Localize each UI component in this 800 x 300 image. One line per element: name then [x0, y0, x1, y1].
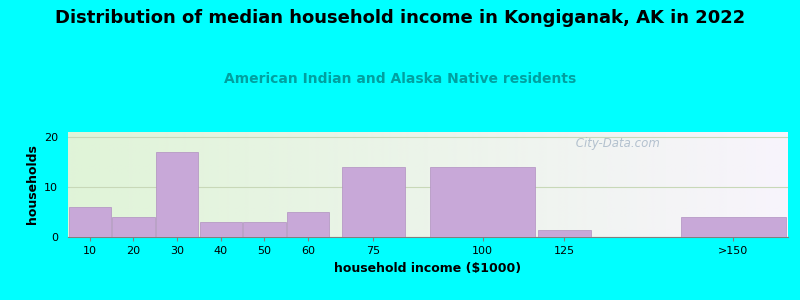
Bar	[243, 222, 286, 237]
Text: Distribution of median household income in Kongiganak, AK in 2022: Distribution of median household income …	[55, 9, 745, 27]
Bar	[430, 167, 535, 237]
Bar	[342, 167, 405, 237]
Bar	[538, 230, 591, 237]
Bar	[156, 152, 198, 237]
Bar	[69, 207, 111, 237]
Bar	[112, 217, 154, 237]
X-axis label: household income ($1000): household income ($1000)	[334, 262, 522, 275]
Bar	[287, 212, 329, 237]
Bar	[681, 217, 786, 237]
Y-axis label: households: households	[26, 145, 38, 224]
Bar	[199, 222, 242, 237]
Text: American Indian and Alaska Native residents: American Indian and Alaska Native reside…	[224, 72, 576, 86]
Text: City-Data.com: City-Data.com	[572, 137, 660, 150]
